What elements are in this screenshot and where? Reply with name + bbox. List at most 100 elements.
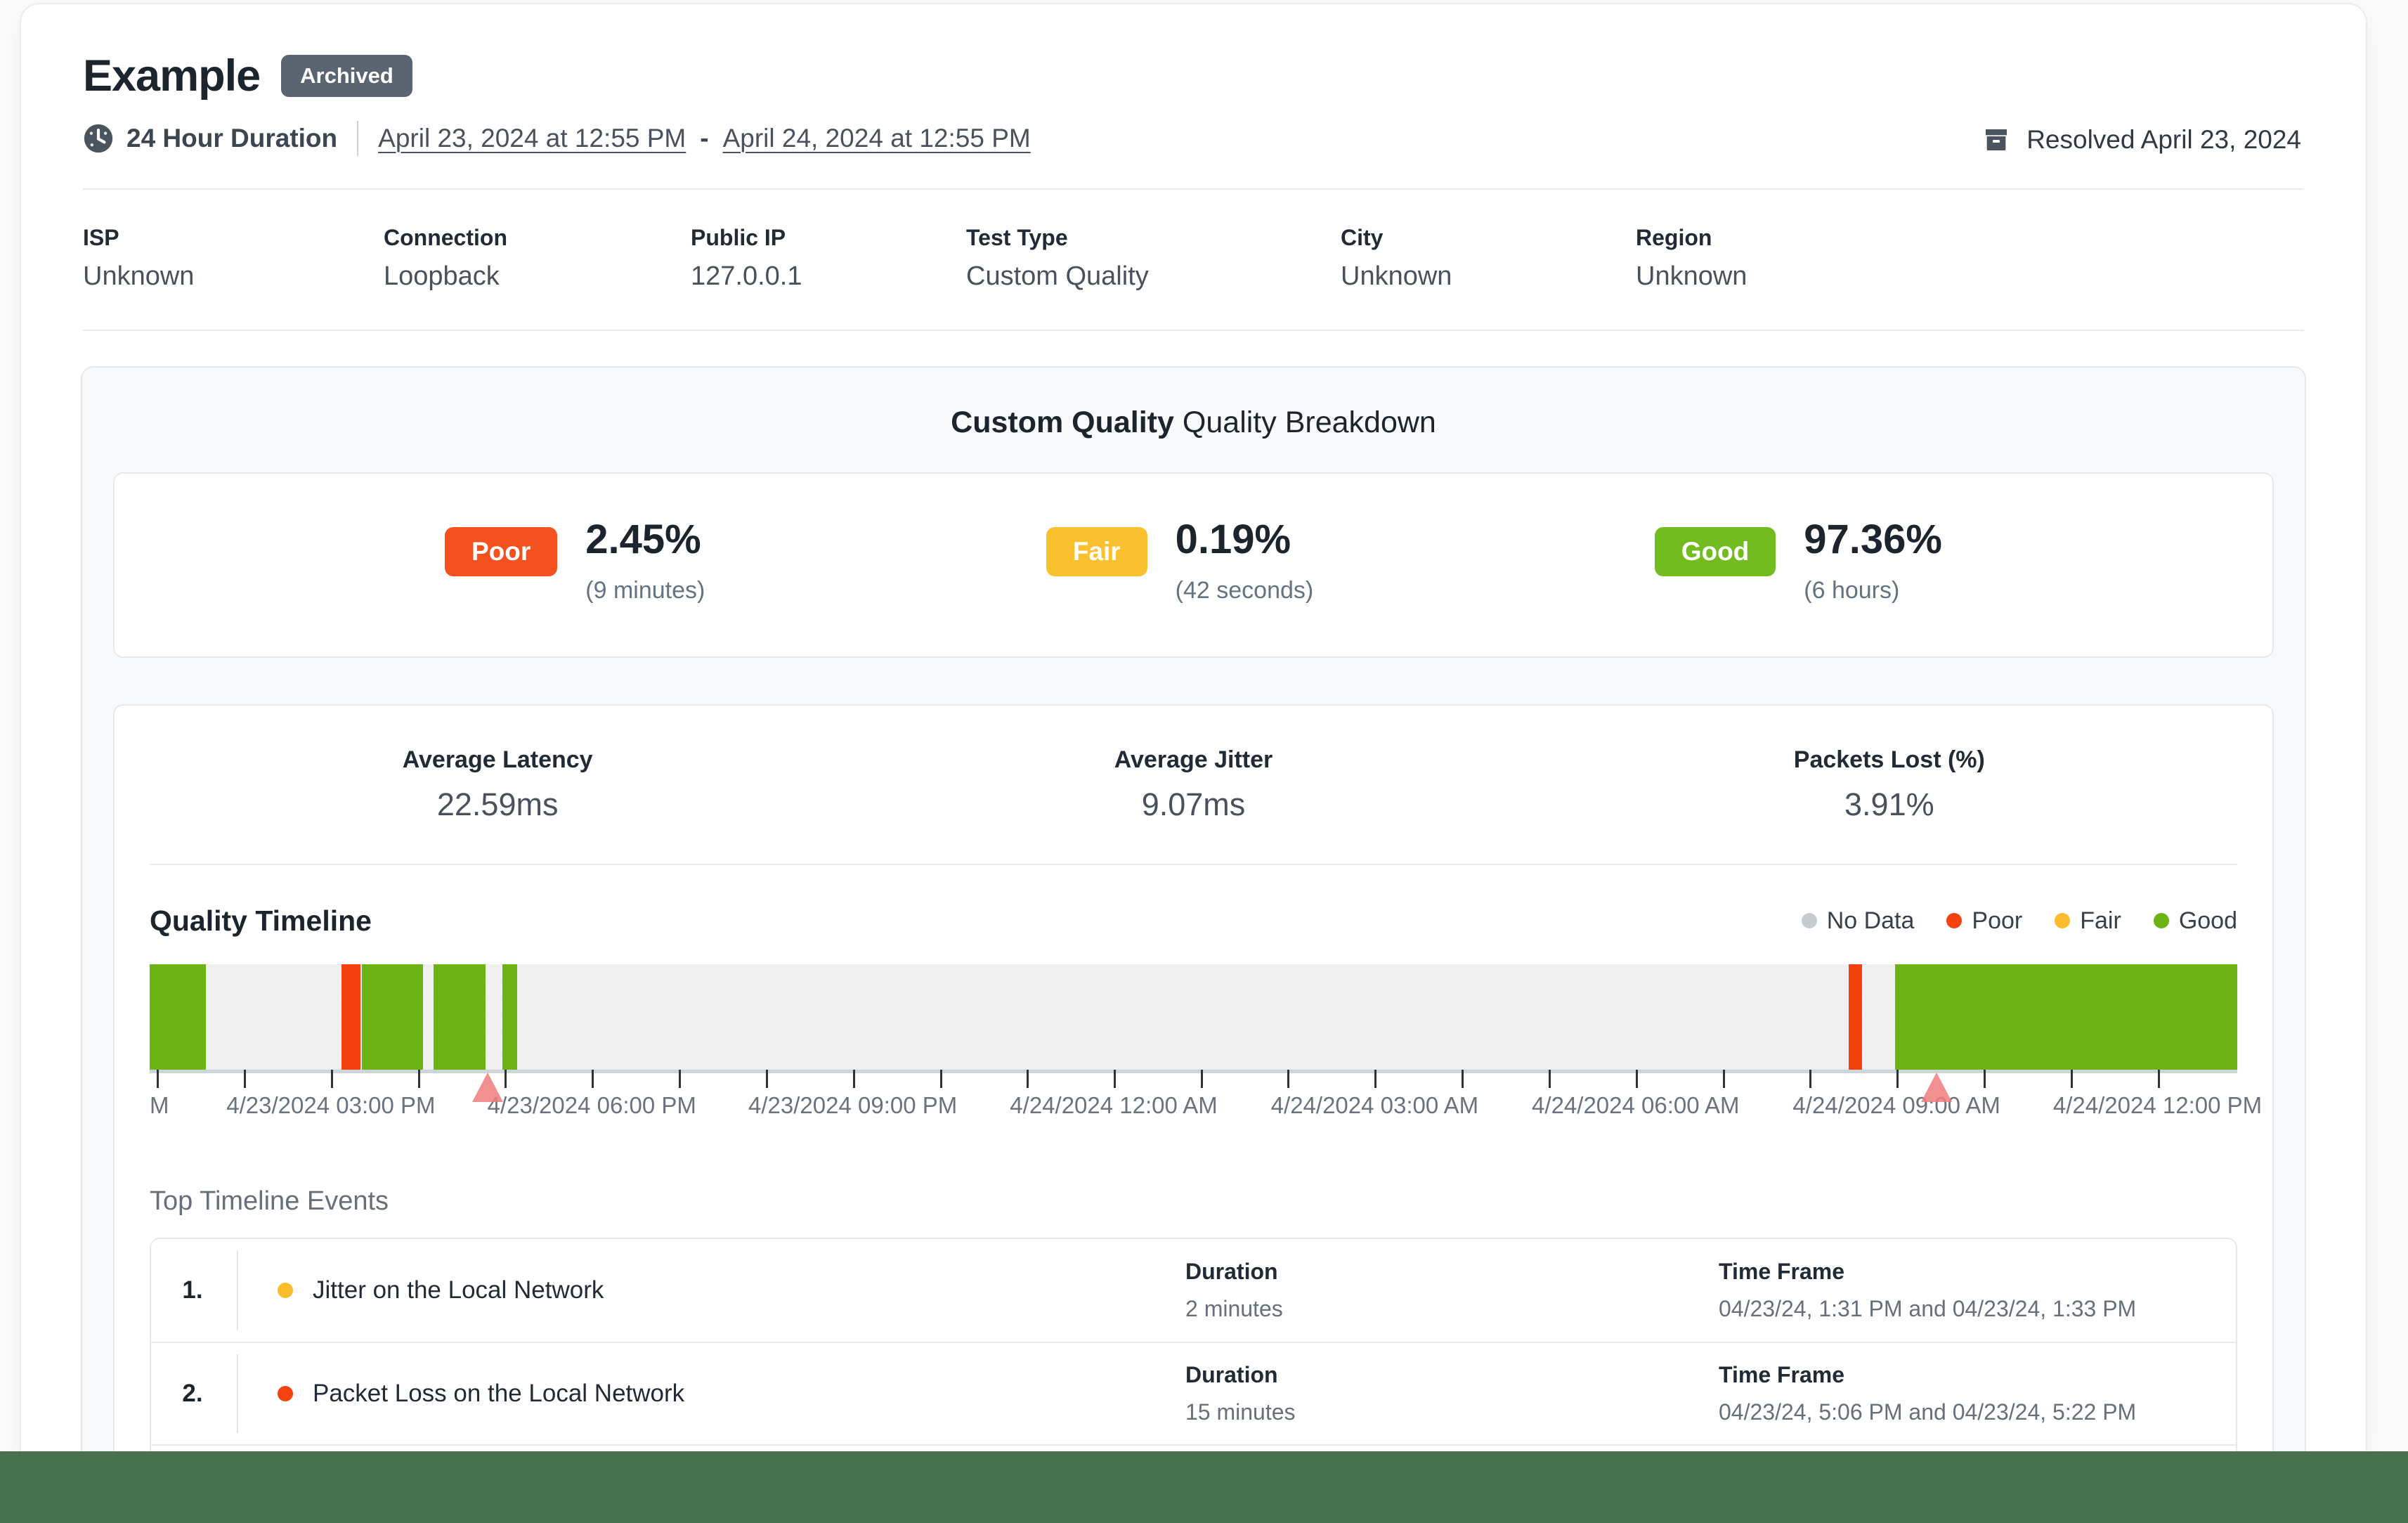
axis-tick — [243, 1069, 246, 1088]
axis-tick — [2070, 1069, 2073, 1088]
event-number: 2. — [182, 1379, 203, 1407]
timeline-legend: No Data Poor Fair Good — [1801, 907, 2237, 935]
legend-item-nodata[interactable]: No Data — [1801, 907, 1915, 935]
timeframe-value: 04/23/24, 1:31 PM and 04/23/24, 1:33 PM — [1719, 1295, 2137, 1321]
metric-jitter: Average Jitter 9.07ms — [845, 746, 1541, 823]
axis-label: 4/24/2024 06:00 AM — [1532, 1091, 1740, 1118]
legend-item-good[interactable]: Good — [2153, 907, 2237, 935]
resolved-label: Resolved April 23, 2024 — [2026, 125, 2301, 154]
start-date-link[interactable]: April 23, 2024 at 12:55 PM — [378, 124, 686, 153]
info-col-public-ip: Public IP 127.0.0.1 — [691, 225, 966, 292]
event-row[interactable]: 2. Packet Loss on the Local Network Dura… — [151, 1341, 2236, 1444]
event-number: 1. — [182, 1276, 203, 1304]
quality-timeline-chart[interactable]: M 4/23/2024 03:00 PM 4/23/2024 06:00 PM 4/2… — [150, 964, 2262, 1137]
timeline-segment-good — [434, 964, 486, 1070]
end-date-link[interactable]: April 24, 2024 at 12:55 PM — [722, 124, 1031, 153]
info-value: Unknown — [1636, 261, 1748, 291]
info-value: Custom Quality — [966, 261, 1149, 291]
good-dot-icon — [2153, 913, 2169, 929]
axis-label: 4/24/2024 12:00 AM — [1010, 1091, 1218, 1118]
section-title-rest: Quality Breakdown — [1182, 406, 1436, 439]
axis-tick — [1896, 1069, 1899, 1088]
divider — [237, 1354, 238, 1433]
metric-value: 3.91% — [1844, 786, 1934, 822]
stat-fair: Fair 0.19% (42 seconds) — [1046, 518, 1314, 604]
page-title: Example — [83, 51, 261, 101]
divider — [357, 121, 359, 156]
fair-duration: (42 seconds) — [1175, 576, 1314, 604]
stat-poor: Poor 2.45% (9 minutes) — [445, 518, 705, 604]
metric-label: Packets Lost (%) — [1793, 746, 1985, 773]
info-col-city: City Unknown — [1341, 225, 1636, 292]
axis-tick — [765, 1069, 768, 1088]
monitor-report-card: Example Archived Resolved April 23, 2024… — [21, 4, 2366, 1451]
timeline-segment-good — [150, 964, 207, 1070]
timeline-segment-poor — [1849, 964, 1862, 1070]
axis-tick — [1635, 1069, 1638, 1088]
axis-tick — [852, 1069, 855, 1088]
metric-latency: Average Latency 22.59ms — [150, 746, 845, 823]
resolved-status: Resolved April 23, 2024 — [1981, 125, 2301, 155]
axis-tick — [1374, 1069, 1377, 1088]
axis-label: 4/23/2024 03:00 PM — [226, 1091, 436, 1118]
connection-info-row: ISP Unknown Connection Loopback Public I… — [83, 225, 2304, 292]
good-duration: (6 hours) — [1804, 576, 1900, 604]
axis-tick — [157, 1069, 160, 1088]
info-label: ISP — [83, 225, 119, 250]
axis-label: M — [150, 1091, 169, 1118]
info-label: City — [1341, 225, 1384, 250]
axis-tick — [1809, 1069, 1812, 1088]
event-title: Packet Loss on the Local Network — [313, 1379, 685, 1407]
timeframe-header: Time Frame — [1719, 1361, 1845, 1387]
event-marker-icon — [472, 1072, 504, 1102]
event-duration-col: Duration 2 minutes — [1185, 1259, 1719, 1322]
legend-item-fair[interactable]: Fair — [2055, 907, 2121, 935]
poor-dot-icon — [278, 1385, 293, 1401]
axis-tick — [1287, 1069, 1290, 1088]
axis-tick — [1722, 1069, 1725, 1088]
metric-label: Average Jitter — [1114, 746, 1273, 773]
duration-header: Duration — [1185, 1258, 1278, 1284]
info-col-isp: ISP Unknown — [83, 225, 384, 292]
archive-icon — [1981, 126, 2011, 154]
metric-value: 9.07ms — [1141, 786, 1246, 822]
legend-label: No Data — [1826, 907, 1915, 934]
info-value: 127.0.0.1 — [691, 261, 802, 291]
timeframe-header: Time Frame — [1719, 1258, 1845, 1284]
axis-tick — [1462, 1069, 1464, 1088]
event-duration-col: Duration 15 minutes — [1185, 1362, 1719, 1425]
event-timeframe-col: Time Frame 04/23/24, 5:06 PM and 04/23/2… — [1719, 1362, 2236, 1425]
duration-label: 24 Hour Duration — [126, 124, 338, 153]
poor-badge: Poor — [445, 527, 558, 576]
info-value: Unknown — [1341, 261, 1452, 291]
info-label: Public IP — [691, 225, 786, 250]
nodata-dot-icon — [1801, 913, 1817, 929]
legend-item-poor[interactable]: Poor — [1946, 907, 2022, 935]
info-col-region: Region Unknown — [1636, 225, 1747, 292]
quality-timeline-title: Quality Timeline — [150, 904, 372, 937]
timeframe-value: 04/23/24, 5:06 PM and 04/23/24, 5:22 PM — [1719, 1399, 2137, 1425]
event-row[interactable]: 1. Jitter on the Local Network Duration … — [151, 1239, 2236, 1342]
fair-dot-icon — [278, 1282, 293, 1298]
info-col-connection: Connection Loopback — [384, 225, 691, 292]
axis-tick — [505, 1069, 507, 1088]
axis-tick — [1200, 1069, 1203, 1088]
section-title-bold: Custom Quality — [951, 406, 1174, 439]
metric-value: 22.59ms — [436, 786, 559, 822]
divider — [237, 1250, 238, 1330]
axis-tick — [1984, 1069, 1986, 1088]
fair-badge: Fair — [1046, 527, 1147, 576]
info-col-test-type: Test Type Custom Quality — [966, 225, 1341, 292]
axis-label: 4/24/2024 09:00 AM — [1792, 1091, 2000, 1118]
timeline-segment-poor — [341, 964, 361, 1070]
legend-label: Poor — [1972, 907, 2023, 934]
fair-dot-icon — [2055, 913, 2071, 929]
timeline-segment-good — [361, 964, 424, 1070]
axis-label: 4/24/2024 03:00 AM — [1270, 1091, 1479, 1118]
timeline-axis: M 4/23/2024 03:00 PM 4/23/2024 06:00 PM 4/2… — [150, 1069, 2262, 1137]
divider — [83, 330, 2304, 331]
metric-label: Average Latency — [402, 746, 593, 773]
axis-label: 4/24/2024 12:00 PM — [2052, 1091, 2263, 1118]
timeline-detail-card: Average Latency 22.59ms Average Jitter 9… — [113, 704, 2274, 1451]
event-timeframe-col: Time Frame 04/23/24, 1:31 PM and 04/23/2… — [1719, 1259, 2236, 1322]
